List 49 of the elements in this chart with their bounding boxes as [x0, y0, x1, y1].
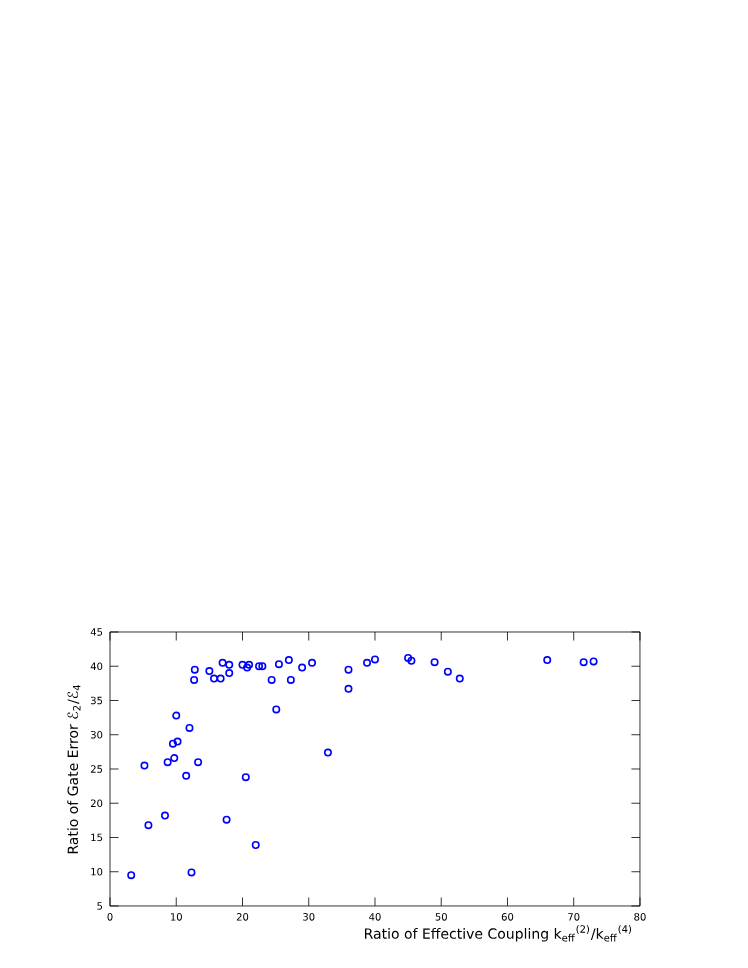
point	[258, 662, 267, 671]
point	[272, 705, 281, 714]
point	[170, 754, 179, 763]
point	[308, 658, 317, 667]
point	[255, 662, 264, 671]
point	[140, 761, 149, 770]
point	[284, 656, 293, 665]
point	[173, 737, 182, 746]
point	[218, 658, 227, 667]
point	[251, 841, 260, 850]
point	[194, 758, 203, 767]
point	[210, 674, 218, 683]
point	[160, 811, 169, 820]
point	[370, 655, 379, 664]
point	[168, 739, 177, 748]
point	[238, 660, 247, 669]
point	[344, 684, 353, 693]
point	[190, 675, 199, 684]
point	[455, 674, 464, 683]
point	[286, 675, 295, 684]
point	[543, 656, 552, 665]
point	[245, 660, 254, 669]
point	[205, 667, 214, 676]
point	[323, 748, 332, 757]
point	[225, 669, 234, 678]
point	[579, 658, 588, 667]
point	[190, 665, 199, 674]
point	[267, 675, 276, 684]
point	[243, 663, 252, 672]
point	[298, 663, 307, 672]
point	[182, 771, 191, 780]
point	[344, 665, 353, 674]
point	[216, 674, 225, 683]
point	[443, 667, 452, 676]
point	[404, 654, 413, 663]
point	[589, 657, 598, 666]
point	[225, 660, 234, 669]
point	[274, 660, 283, 669]
point	[241, 773, 250, 782]
point	[187, 868, 196, 877]
point	[363, 658, 372, 667]
point	[144, 821, 153, 830]
point	[430, 658, 439, 667]
point	[185, 723, 194, 732]
point	[407, 656, 416, 665]
point	[222, 815, 231, 824]
point	[163, 758, 172, 767]
point	[172, 711, 181, 720]
point	[127, 871, 136, 880]
